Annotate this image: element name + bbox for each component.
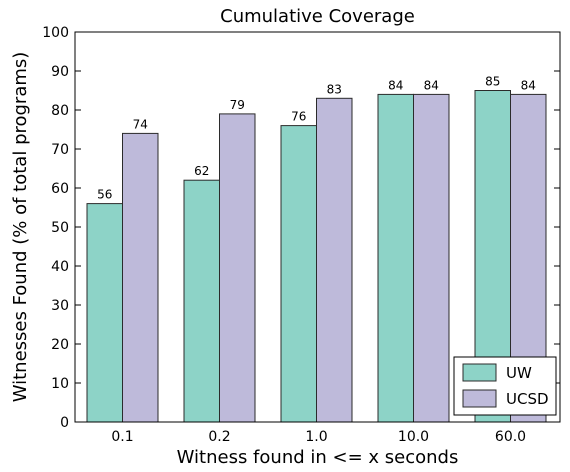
y-axis-label: Witnesses Found (% of total programs) <box>10 52 31 403</box>
y-tick-label: 90 <box>51 64 69 80</box>
y-tick-label: 0 <box>60 415 69 431</box>
y-tick-label: 10 <box>51 376 69 392</box>
data-label: 56 <box>97 188 112 202</box>
bar-uw-0.2 <box>183 179 220 423</box>
y-axis: 0 10 20 30 40 50 60 70 80 90 100 <box>42 25 560 431</box>
data-labels-group: 56 74 62 79 76 83 84 84 85 84 <box>97 75 536 202</box>
x-tick-label: 0.1 <box>111 429 133 445</box>
y-tick-label: 20 <box>51 337 69 353</box>
bar-uw-1.0 <box>280 125 317 423</box>
data-label: 84 <box>424 78 439 92</box>
chart-title: Cumulative Coverage <box>220 6 415 27</box>
legend-label: UCSD <box>506 390 549 408</box>
bar-uw-0.1 <box>86 203 123 423</box>
legend: UW UCSD <box>453 356 557 416</box>
x-tick-label: 10.0 <box>398 429 429 445</box>
data-label: 84 <box>521 78 536 92</box>
legend-swatch <box>462 389 497 408</box>
bar-ucsd-10.0 <box>413 93 450 423</box>
data-label: 84 <box>388 78 403 92</box>
bar-uw-10.0 <box>377 93 414 423</box>
bars-group <box>86 90 547 423</box>
y-tick-label: 100 <box>42 25 69 41</box>
x-axis-label: Witness found in <= x seconds <box>177 447 459 468</box>
bar-ucsd-1.0 <box>316 97 353 423</box>
y-tick-label: 60 <box>51 181 69 197</box>
y-tick-label: 40 <box>51 259 69 275</box>
data-label: 74 <box>133 117 148 131</box>
data-label: 85 <box>485 75 500 89</box>
data-label: 62 <box>194 164 209 178</box>
x-tick-label: 60.0 <box>495 429 526 445</box>
data-label: 76 <box>291 110 306 124</box>
y-tick-label: 50 <box>51 220 69 236</box>
data-label: 83 <box>327 82 342 96</box>
x-tick-label: 0.2 <box>208 429 230 445</box>
y-tick-label: 30 <box>51 298 69 314</box>
x-axis: 0.1 0.2 1.0 10.0 60.0 <box>111 416 526 445</box>
legend-swatch <box>462 363 497 382</box>
plot-frame <box>74 31 561 423</box>
y-tick-label: 80 <box>51 103 69 119</box>
bar-ucsd-0.2 <box>219 113 256 423</box>
x-tick-label: 1.0 <box>305 429 327 445</box>
bar-ucsd-0.1 <box>122 132 159 423</box>
legend-label: UW <box>506 364 532 382</box>
y-tick-label: 70 <box>51 142 69 158</box>
data-label: 79 <box>230 98 245 112</box>
